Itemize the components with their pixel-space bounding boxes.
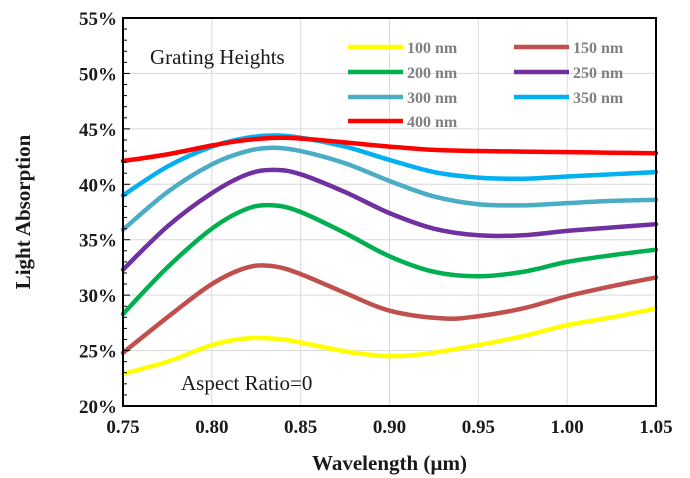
legend-label-300-nm: 300 nm: [407, 90, 458, 107]
x-tick-label: 0.90: [373, 417, 406, 438]
y-tick-label: 50%: [79, 64, 117, 85]
y-axis-title: Light Absorption: [11, 134, 35, 289]
x-tick-label: 0.95: [462, 417, 495, 438]
series-line-200-nm: [120, 202, 659, 317]
y-axis-ticks: 20% 25% 30% 35% 40% 45% 50% 55%: [79, 9, 130, 418]
legend-label-250-nm: 250 nm: [573, 65, 624, 82]
legend-label-350-nm: 350 nm: [573, 90, 624, 107]
x-axis-title: Wavelength (µm): [312, 451, 467, 475]
series-line-100-nm: [120, 306, 659, 377]
aspect-ratio-annotation: Aspect Ratio=0: [181, 371, 312, 395]
legend-label-100-nm: 100 nm: [407, 40, 458, 57]
legend-label-200-nm: 200 nm: [407, 65, 458, 82]
y-tick-label: 45%: [79, 120, 117, 141]
legend-title: Grating Heights: [150, 45, 285, 69]
series-line-150-nm: [120, 263, 659, 356]
y-tick-label: 55%: [79, 9, 117, 30]
legend-label-400-nm: 400 nm: [407, 114, 458, 131]
series-line-400-nm: [120, 135, 659, 164]
plot-frame: [122, 17, 657, 407]
series-lines: [120, 133, 659, 377]
x-tick-label: 0.85: [284, 417, 317, 438]
y-tick-label: 25%: [79, 342, 117, 363]
legend: 100 nm 150 nm 200 nm 250 nm 300 nm 350 nm 400 …: [348, 40, 624, 131]
x-tick-label: 0.80: [195, 417, 228, 438]
x-tick-label: 1.05: [639, 417, 672, 438]
x-tick-label: 0.75: [106, 417, 139, 438]
series-line-250-nm: [120, 167, 659, 272]
y-tick-label: 35%: [79, 231, 117, 252]
x-tick-label: 1.00: [551, 417, 584, 438]
y-tick-label: 30%: [79, 286, 117, 307]
y-tick-label: 40%: [79, 175, 117, 196]
x-axis-ticks: 0.75 0.80 0.85 0.90 0.95 1.00 1.05: [106, 417, 672, 438]
y-tick-label: 20%: [79, 397, 117, 418]
series-line-300-nm: [120, 145, 659, 232]
legend-label-150-nm: 150 nm: [573, 40, 624, 57]
